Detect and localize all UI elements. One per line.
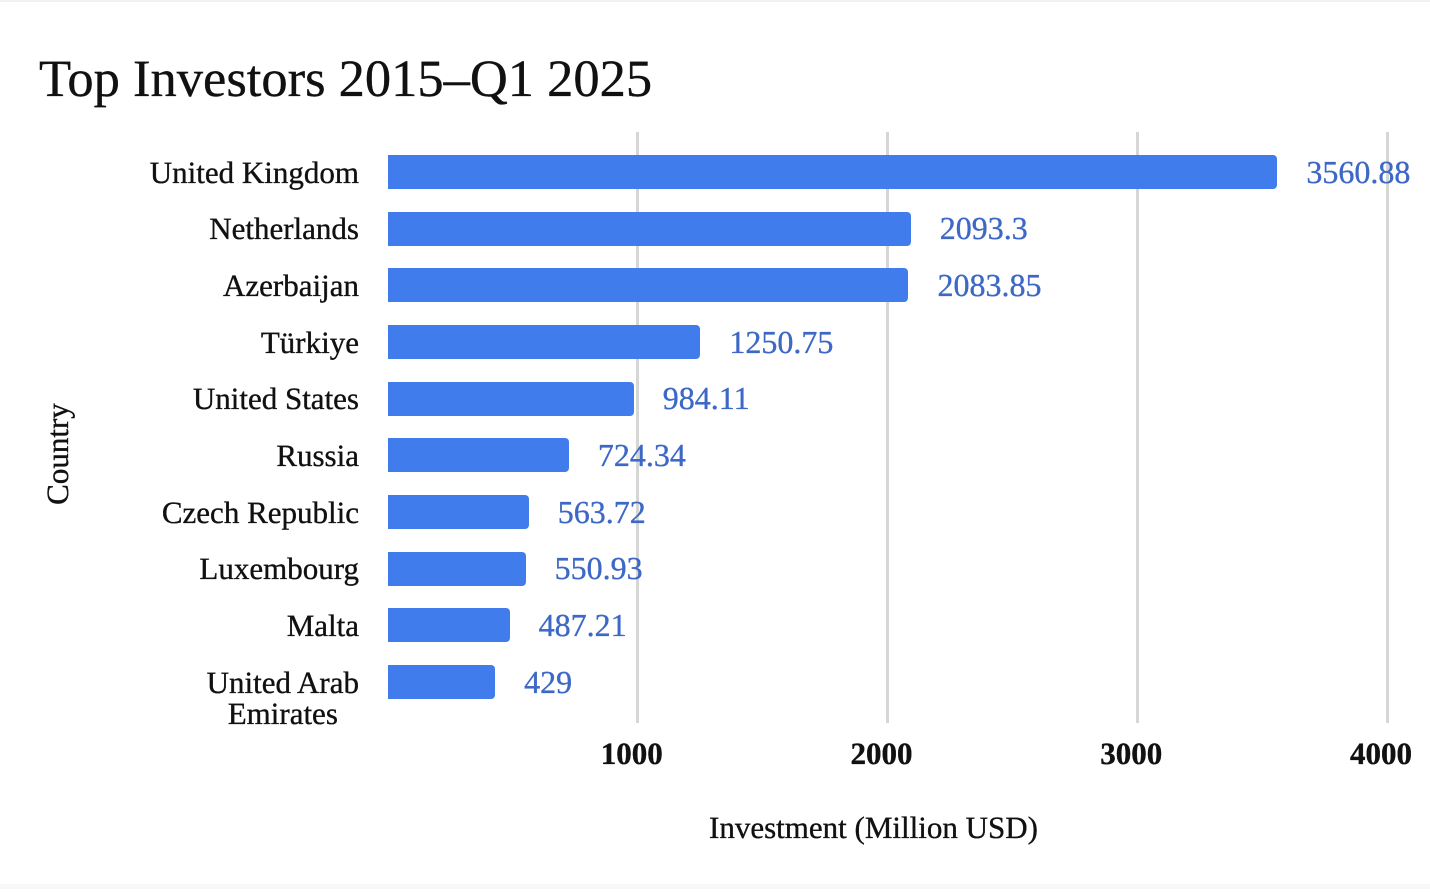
value-label-2: 2093.3 [939, 210, 1028, 247]
page-top-border [0, 0, 1430, 2]
bar-2 [388, 211, 911, 246]
page-bottom-border [0, 884, 1430, 889]
chart-title: Top Investors 2015–Q1 2025 [39, 50, 653, 108]
category-label-6: Russia [276, 437, 359, 473]
value-label-8: 550.93 [554, 550, 643, 587]
value-label-9: 487.21 [538, 606, 627, 643]
category-label-10: United Arab Emirates [206, 664, 359, 731]
value-label-4: 1250.75 [729, 323, 834, 360]
category-label-7: Czech Republic [161, 494, 359, 530]
value-label-10: 429 [524, 663, 573, 700]
bar-7 [388, 495, 529, 530]
x-tick-label-4000: 4000 [1350, 736, 1412, 771]
category-label-2: Netherlands [209, 211, 359, 247]
gridline-1000 [636, 132, 640, 723]
category-label-5: United States [192, 381, 360, 417]
gridline-3000 [1135, 132, 1139, 723]
bar-9 [388, 608, 510, 643]
x-tick-label-3000: 3000 [1100, 736, 1163, 771]
category-label-8: Luxembourg [199, 551, 359, 587]
bar-3 [388, 268, 909, 303]
bar-8 [388, 551, 526, 586]
x-tick-label-2000: 2000 [850, 736, 913, 771]
category-label-4: Türkiye [260, 324, 359, 360]
x-tick-label-1000: 1000 [600, 736, 663, 771]
x-axis-title: Investment (Million USD) [709, 810, 1038, 845]
value-label-3: 2083.85 [937, 266, 1042, 303]
value-label-1: 3560.88 [1306, 153, 1411, 190]
category-label-1: United Kingdom [149, 154, 360, 190]
bar-10 [388, 665, 496, 700]
value-label-5: 984.11 [662, 380, 750, 417]
bar-4 [388, 325, 701, 359]
bar-6 [388, 438, 569, 473]
value-label-6: 724.34 [597, 436, 686, 473]
bar-1 [388, 155, 1278, 189]
category-label-3: Azerbaijan [223, 267, 359, 303]
category-label-9: Malta [286, 607, 360, 643]
gridline-2000 [886, 132, 889, 723]
bar-5 [388, 381, 634, 416]
value-label-7: 563.72 [557, 493, 646, 530]
y-axis-title: Country [39, 403, 75, 505]
gridline-4000 [1385, 132, 1389, 723]
